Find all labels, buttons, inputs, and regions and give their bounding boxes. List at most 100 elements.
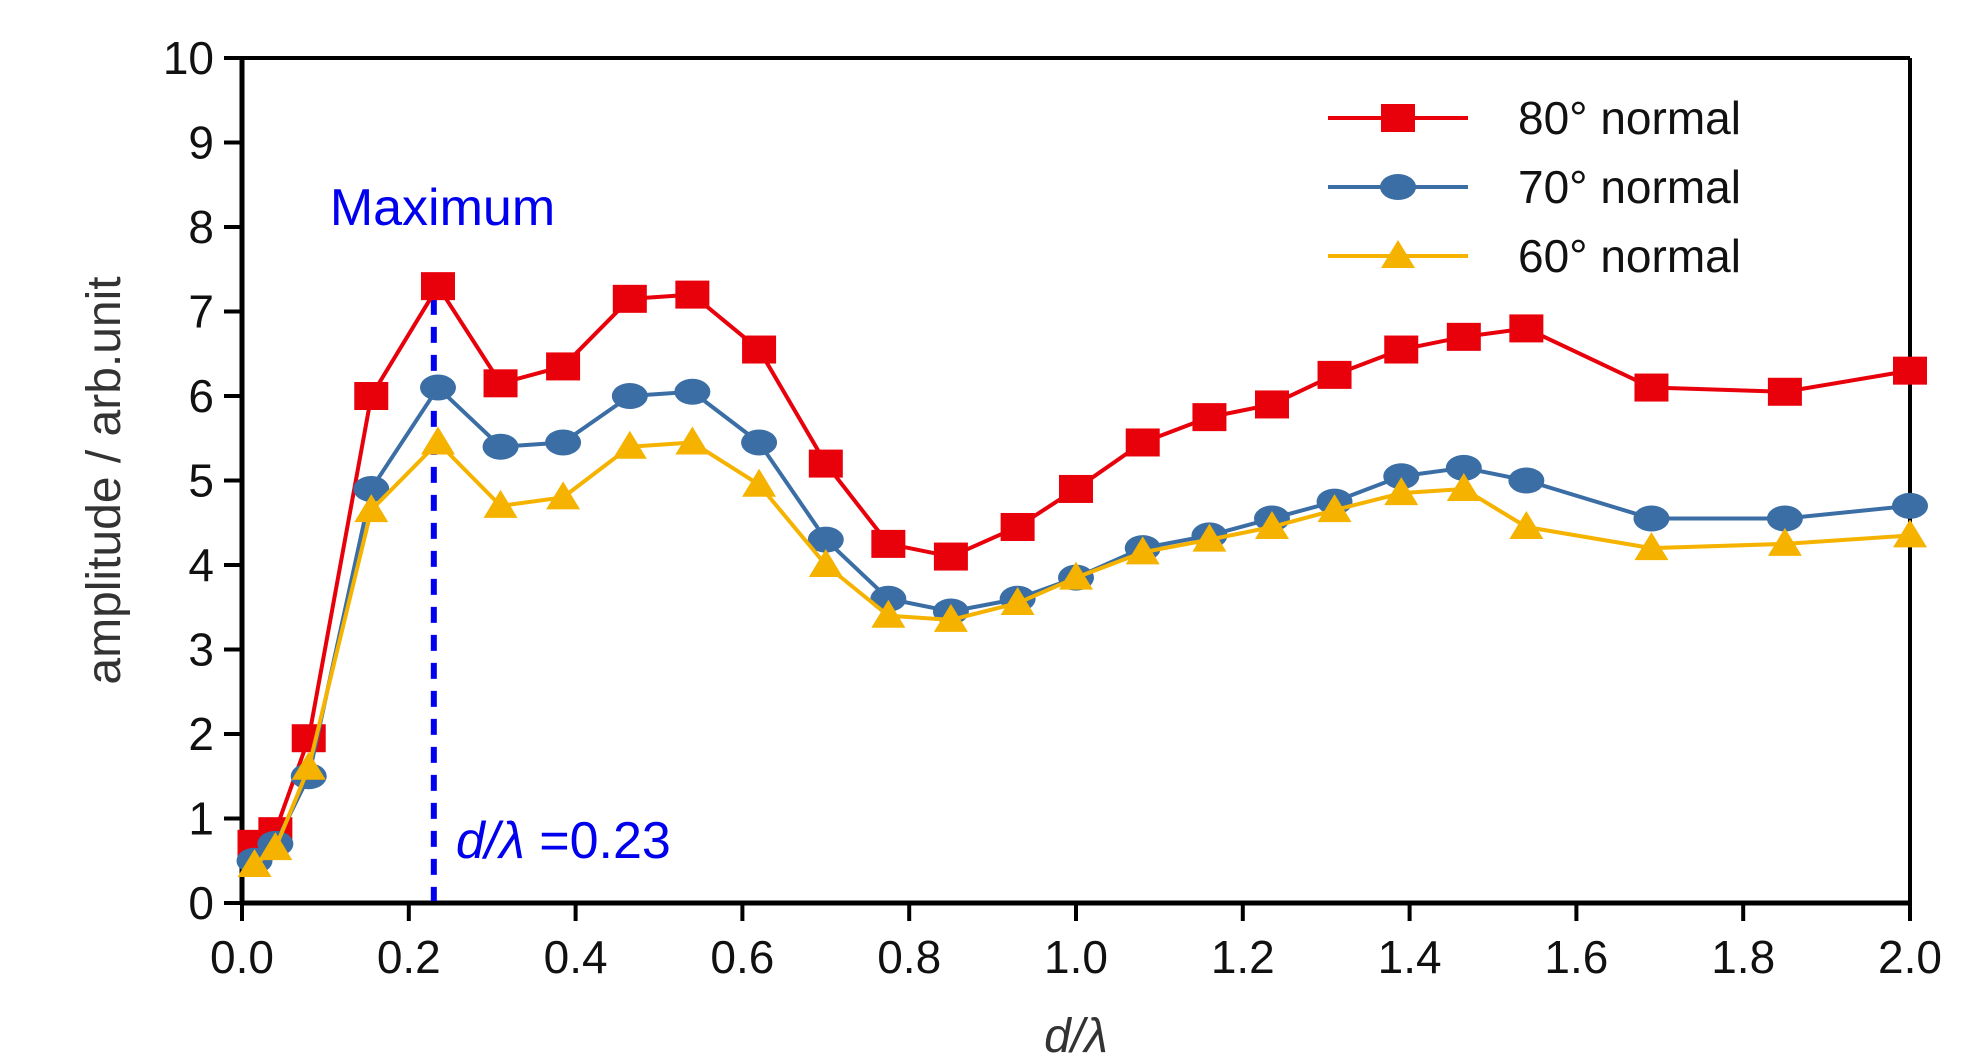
y-tick-label: 9 (188, 117, 214, 169)
y-tick-label: 5 (188, 455, 214, 507)
x-tick-label: 1.8 (1711, 931, 1775, 983)
maximum-value-slash: / (482, 812, 504, 870)
maximum-value-d: d (456, 812, 487, 870)
data-point (1383, 463, 1420, 490)
data-point (1633, 505, 1670, 532)
data-point (1893, 519, 1927, 548)
legend-label: 60° normal (1518, 230, 1741, 282)
series-square (237, 272, 1927, 858)
y-tick-label: 10 (163, 32, 214, 84)
data-point (1508, 467, 1545, 494)
data-point (675, 426, 710, 455)
maximum-value-label: d/λ =0.23 (456, 812, 671, 870)
series-triangle (237, 426, 1927, 877)
data-point (1000, 512, 1035, 541)
data-point (1254, 510, 1289, 539)
data-point (871, 599, 906, 628)
data-point (612, 430, 647, 459)
data-point (291, 751, 326, 780)
legend-label: 70° normal (1518, 161, 1741, 213)
x-tick-label: 0.2 (377, 931, 441, 983)
maximum-value-number: =0.23 (525, 812, 671, 870)
x-tick-label: 0.0 (210, 931, 274, 983)
data-point (353, 475, 390, 502)
legend-marker (1381, 240, 1415, 268)
data-point (482, 433, 519, 460)
data-point (1384, 335, 1419, 364)
data-point (1509, 314, 1544, 343)
data-point (483, 489, 518, 518)
y-tick-label: 2 (188, 708, 214, 760)
data-point (1384, 477, 1419, 506)
data-point (1767, 527, 1802, 556)
data-point (612, 284, 647, 313)
data-point (1125, 428, 1160, 457)
x-tick-label: 0.4 (544, 931, 608, 983)
x-axis-title-d: d (1044, 1010, 1072, 1063)
maximum-label: Maximum (330, 179, 555, 237)
legend-item: 60° normal (1328, 230, 1741, 282)
data-point (742, 468, 777, 497)
data-point (1059, 561, 1093, 590)
series-layer (236, 272, 1928, 877)
y-ticks: 0 1 2 3 4 5 6 7 8 9 10 (163, 32, 242, 929)
data-point (741, 429, 778, 456)
data-point (419, 374, 456, 401)
data-point (420, 272, 455, 301)
x-tick-label: 1.0 (1044, 931, 1108, 983)
y-tick-label: 1 (188, 793, 214, 845)
x-tick-label: 1.6 (1544, 931, 1608, 983)
data-point (1446, 322, 1481, 351)
legend-label: 80° normal (1518, 92, 1741, 144)
y-tick-label: 8 (188, 201, 214, 253)
y-tick-label: 7 (188, 286, 214, 338)
legend-item: 80° normal (1328, 92, 1741, 144)
x-tick-label: 0.8 (877, 931, 941, 983)
data-point (1000, 587, 1035, 616)
data-point (808, 549, 843, 577)
legend-marker (1381, 104, 1415, 132)
data-point (808, 449, 843, 478)
data-point (871, 529, 906, 558)
data-point (237, 848, 272, 877)
data-point (354, 494, 389, 523)
data-point (420, 426, 455, 455)
y-tick-label: 4 (188, 539, 214, 591)
data-point (1634, 373, 1669, 402)
legend-item: 70° normal (1328, 161, 1741, 213)
y-tick-label: 3 (188, 624, 214, 676)
data-point (1317, 494, 1352, 523)
x-tick-label: 0.6 (710, 931, 774, 983)
x-axis-title-lambda: λ (1081, 1010, 1108, 1063)
maximum-value-lambda: λ (496, 812, 525, 870)
data-point (1317, 360, 1352, 389)
data-point (807, 526, 844, 553)
data-point (675, 280, 710, 309)
data-point (258, 832, 293, 861)
data-point (1893, 356, 1927, 385)
x-tick-label: 1.2 (1211, 931, 1275, 983)
x-axis-title: d/λ (1044, 1010, 1108, 1063)
data-point (1446, 472, 1481, 501)
data-point (1767, 377, 1802, 406)
data-point (546, 481, 581, 510)
data-point (354, 382, 389, 410)
data-point (611, 383, 648, 409)
data-point (483, 369, 518, 398)
data-point (870, 585, 907, 612)
x-tick-label: 2.0 (1878, 931, 1942, 983)
data-point (1192, 403, 1227, 432)
data-point (1766, 505, 1803, 532)
data-point (546, 352, 581, 381)
data-point (674, 378, 711, 405)
y-tick-label: 6 (188, 370, 214, 422)
x-axis-title-slash: / (1068, 1010, 1089, 1063)
data-point (1509, 510, 1544, 539)
data-point (1059, 474, 1093, 503)
legend-marker (1380, 174, 1416, 200)
data-point (1254, 390, 1289, 419)
y-axis-title: amplitude / arb.unit (78, 276, 131, 684)
data-point (1192, 523, 1227, 552)
x-tick-label: 1.4 (1378, 931, 1442, 983)
